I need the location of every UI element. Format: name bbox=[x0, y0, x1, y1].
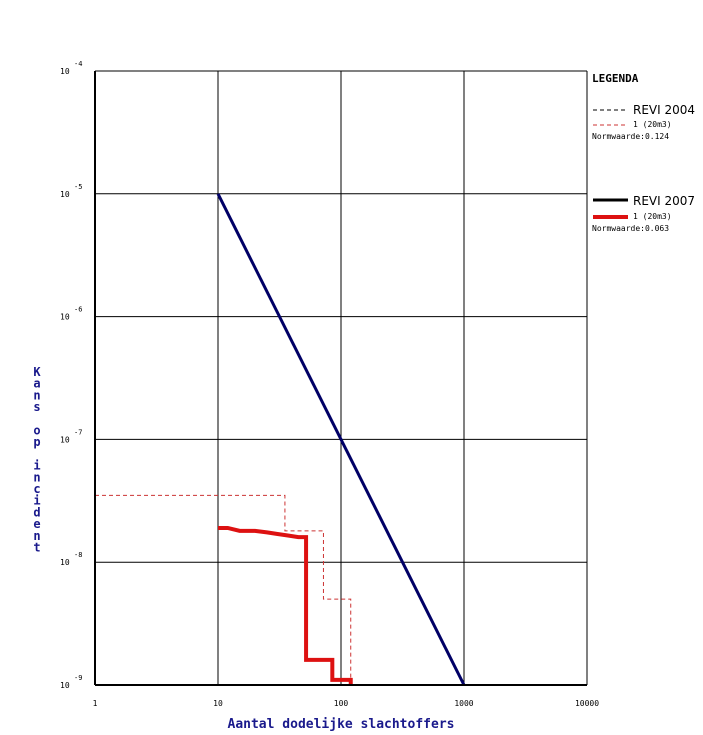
grid bbox=[95, 70, 588, 685]
plot-lines bbox=[94, 193, 466, 686]
y-tick-exponent: -4 bbox=[74, 60, 82, 68]
y-axis-label-char: c bbox=[33, 482, 40, 496]
y-axis-label-char: e bbox=[33, 517, 40, 531]
y-tick-base: 10 bbox=[60, 67, 70, 76]
y-tick-exponent: -9 bbox=[74, 674, 82, 682]
y-axis-label-char: n bbox=[33, 388, 40, 402]
y-axis-label-char: n bbox=[33, 529, 40, 543]
y-tick-exponent: -8 bbox=[74, 551, 82, 559]
legend: LEGENDA REVI 2004 1 (20m3) Normwaarde:0.… bbox=[592, 72, 695, 233]
y-axis-label-char: o bbox=[33, 424, 40, 438]
y-tick-base: 10 bbox=[60, 435, 70, 444]
y-axis-label-char: t bbox=[33, 541, 40, 555]
y-tick-exponent: -5 bbox=[74, 183, 82, 191]
legend-title: LEGENDA bbox=[592, 72, 639, 85]
x-tick-label: 1 bbox=[93, 699, 98, 708]
y-tick-base: 10 bbox=[60, 190, 70, 199]
y-tick-base: 10 bbox=[60, 681, 70, 690]
y-axis-label-char: i bbox=[33, 459, 40, 473]
norm-line bbox=[216, 193, 466, 686]
y-tick-base: 10 bbox=[60, 558, 70, 567]
x-axis-label: Aantal dodelijke slachtoffers bbox=[228, 717, 455, 732]
x-tick-label: 1000 bbox=[454, 699, 473, 708]
y-axis-label-char: s bbox=[33, 400, 40, 414]
y-axis-label-char: n bbox=[33, 470, 40, 484]
legend-revi2004-name: REVI 2004 bbox=[633, 103, 695, 117]
legend-revi2004-norm: Normwaarde:0.124 bbox=[592, 132, 669, 141]
series-line-revi2007 bbox=[218, 525, 353, 685]
axes-frame bbox=[94, 71, 587, 686]
legend-revi2004-item: 1 (20m3) bbox=[633, 120, 672, 129]
y-tick-labels: 10 -9 10 -8 10 -7 10 -6 10 -5 10 -4 bbox=[60, 60, 82, 690]
x-tick-label: 10 bbox=[213, 699, 223, 708]
y-axis-label-char: i bbox=[33, 494, 40, 508]
legend-revi2007-norm: Normwaarde:0.063 bbox=[592, 224, 669, 233]
y-axis-label-char: p bbox=[33, 435, 40, 449]
x-tick-label: 100 bbox=[334, 699, 349, 708]
y-axis-label-char: a bbox=[33, 377, 40, 391]
y-tick-exponent: -7 bbox=[74, 428, 82, 436]
series-line-revi2004 bbox=[94, 439, 352, 685]
y-tick-base: 10 bbox=[60, 313, 70, 322]
legend-revi2007-item: 1 (20m3) bbox=[633, 212, 672, 221]
y-tick-exponent: -6 bbox=[74, 306, 82, 314]
y-axis-label-char: d bbox=[33, 505, 40, 519]
legend-revi2007-name: REVI 2007 bbox=[633, 194, 695, 208]
y-axis-label-char: K bbox=[33, 365, 41, 379]
x-tick-label: 10000 bbox=[575, 699, 599, 708]
x-tick-labels: 1 10 100 1000 10000 bbox=[93, 699, 600, 708]
